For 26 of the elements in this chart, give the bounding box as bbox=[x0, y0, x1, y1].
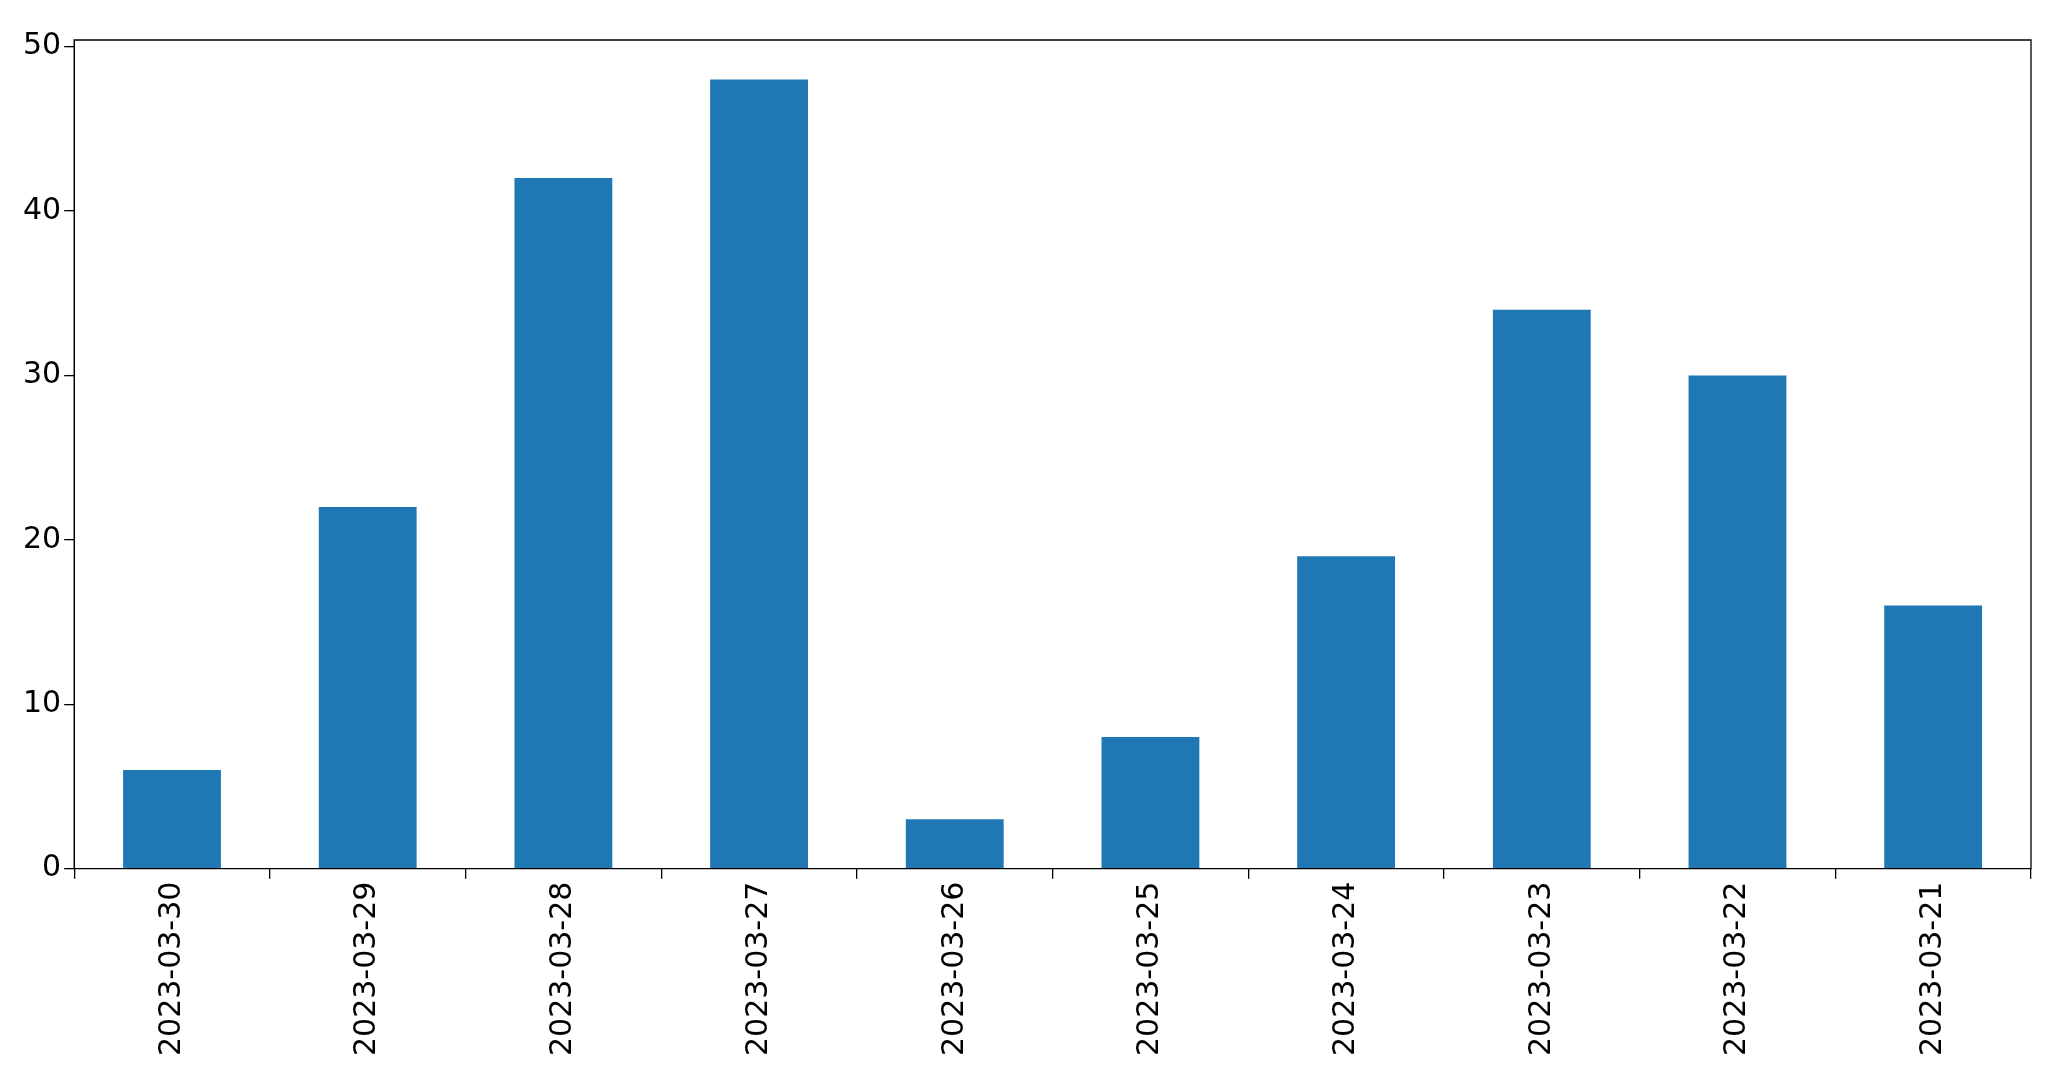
bar bbox=[514, 178, 613, 868]
bar bbox=[1492, 309, 1591, 868]
x-tick-label: 2023-03-28 bbox=[543, 881, 579, 1057]
x-tick-label: 2023-03-25 bbox=[1130, 881, 1166, 1057]
x-tick-label: 2023-03-27 bbox=[738, 881, 774, 1057]
y-tick-label: 40 bbox=[22, 190, 62, 226]
y-tick-label: 10 bbox=[22, 684, 62, 720]
x-tick-label: 2023-03-21 bbox=[1912, 881, 1948, 1057]
x-tick-label: 2023-03-24 bbox=[1325, 881, 1361, 1057]
x-tick-label: 2023-03-23 bbox=[1521, 881, 1557, 1057]
bar bbox=[1297, 556, 1396, 868]
y-tick-label: 30 bbox=[22, 355, 62, 391]
y-tick-label: 50 bbox=[22, 26, 62, 62]
bar bbox=[1884, 605, 1983, 868]
x-tick-label: 2023-03-26 bbox=[934, 881, 970, 1057]
x-tick-label: 2023-03-29 bbox=[347, 881, 383, 1057]
bar bbox=[1688, 375, 1787, 868]
bar bbox=[905, 819, 1004, 868]
bar bbox=[1101, 737, 1200, 868]
y-tick-label: 0 bbox=[42, 848, 62, 884]
x-tick-label: 2023-03-22 bbox=[1717, 881, 1753, 1057]
bar bbox=[318, 506, 417, 868]
y-tick-label: 20 bbox=[22, 519, 62, 555]
bar bbox=[710, 79, 808, 868]
bar bbox=[123, 770, 221, 868]
x-tick-label: 2023-03-30 bbox=[151, 881, 187, 1057]
